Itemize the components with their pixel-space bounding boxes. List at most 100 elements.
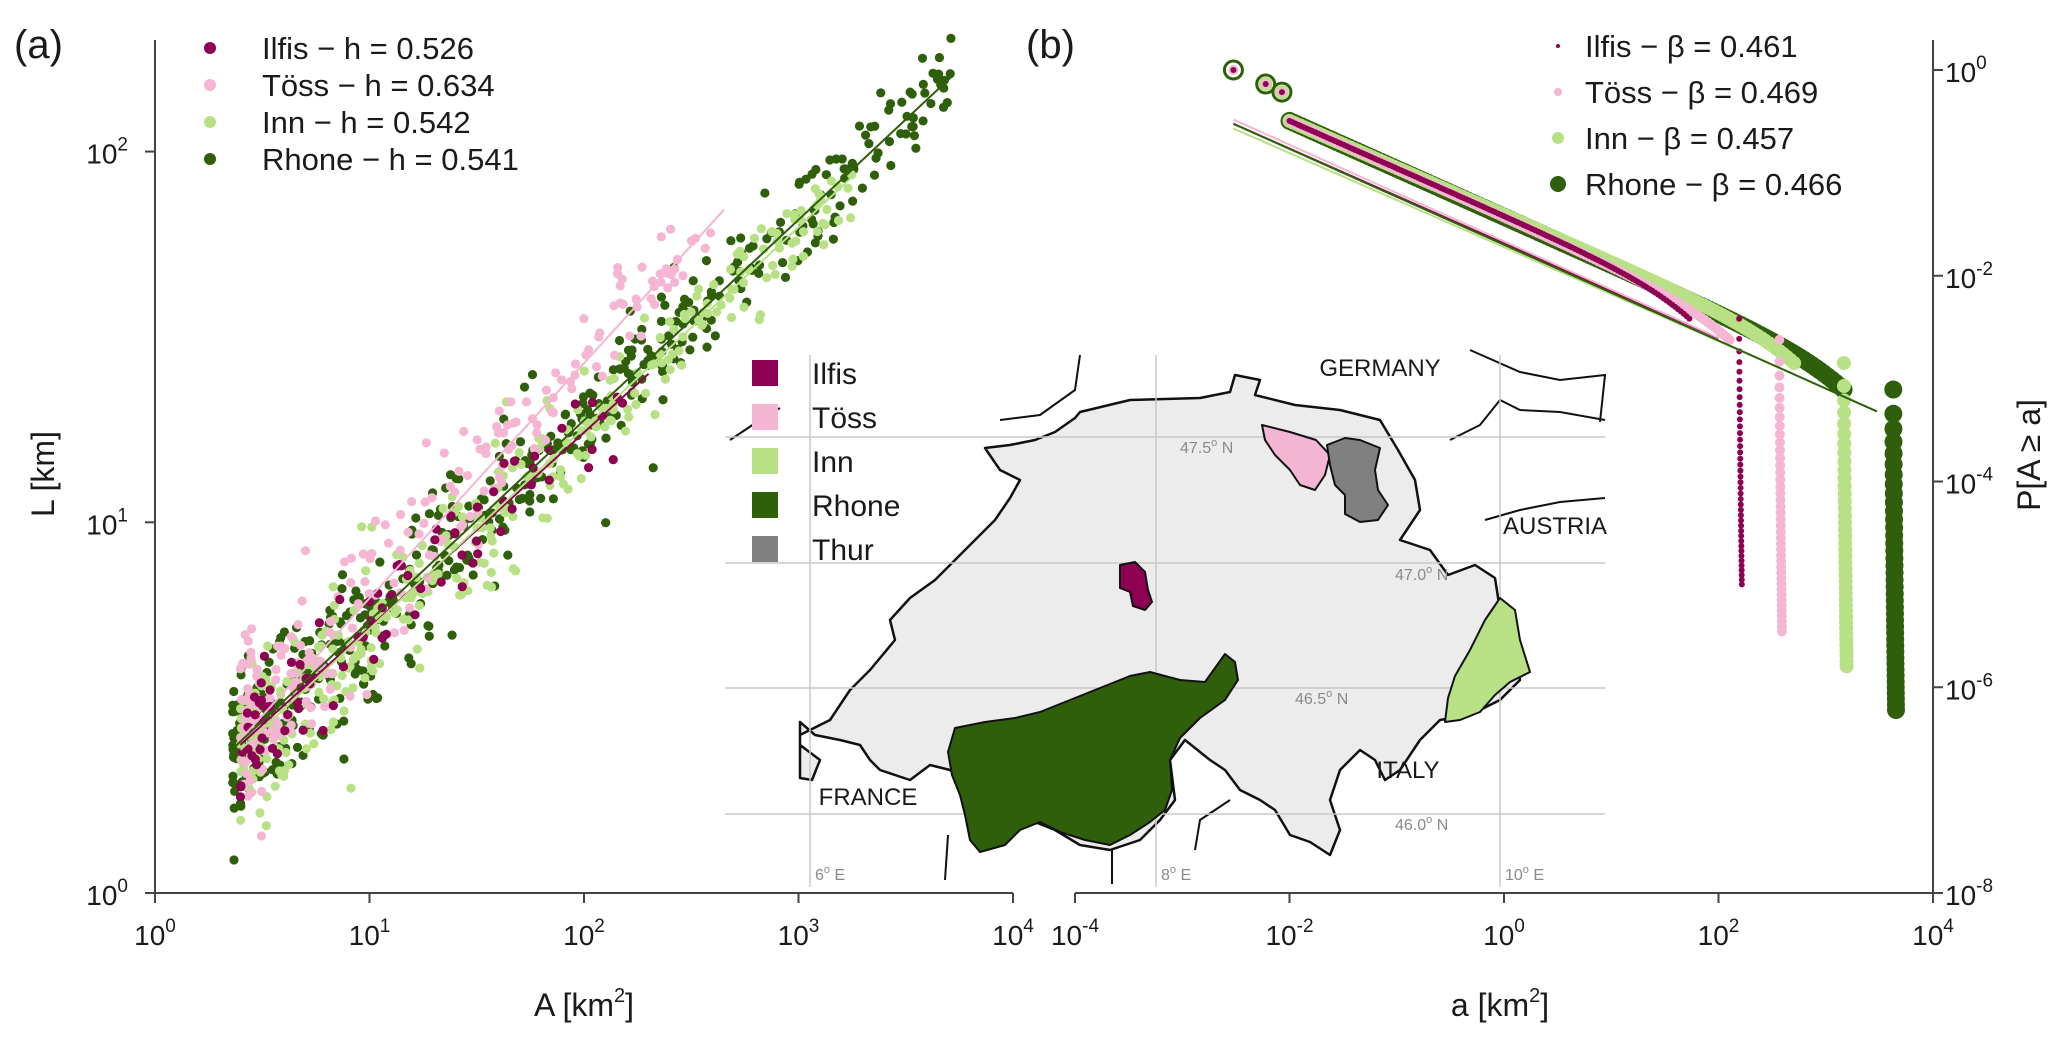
panel-a-point-inn [415,663,425,673]
panel-a-point-inn [326,725,336,735]
panel-a-point-ilfis [450,529,460,539]
panel-a-fit-rhone [231,75,953,750]
panel-a-point-töss [295,640,306,650]
panel-b-point-töss [1774,370,1785,381]
panel-a-point-rhone [849,161,859,172]
panel-a-point-töss [494,406,504,416]
panel-b-point-ilfis [1737,449,1744,456]
panel-b-point-ilfis [1738,532,1745,539]
panel-a-point-inn [328,582,338,592]
panel-a-point-inn [756,224,766,234]
panel-a-point-rhone [588,390,598,400]
panel-b-x-tick-label: 104 [1912,916,1954,951]
panel-a-x-tick-label: 103 [778,916,820,951]
panel-a-point-inn [676,360,687,370]
panel-a-y-tick-label: 102 [86,135,128,170]
panel-a-point-töss [541,385,552,395]
panel-a-point-rhone [424,631,434,641]
panel-a-point-rhone [848,196,858,206]
panel-a-point-rhone [614,335,625,346]
panel-a-point-rhone [897,97,907,107]
panel-b: (b) 10-4 10-2 100 102 104 10-810-610-410-210… [1026,23,2047,1023]
panel-a-point-töss [670,277,680,288]
panel-a-point-rhone [928,68,938,78]
legend-b-marker-töss [1554,88,1562,96]
panel-a-point-töss [422,572,432,582]
panel-a-point-töss [439,448,449,458]
panel-b-point-ilfis [1736,423,1743,430]
panel-a-point-rhone [748,241,758,251]
panel-a-point-ilfis [265,685,275,695]
panel-a-point-inn [328,644,338,654]
panel-a-point-töss [407,497,417,507]
panel-a-point-töss [591,362,602,372]
panel-a-point-ilfis [369,654,379,664]
panel-a-point-rhone [870,121,880,131]
panel-b-point-ilfis [1738,576,1745,583]
panel-a-fit-töss [239,208,725,741]
panel-a-point-inn [667,349,677,360]
panel-a-point-inn [641,388,651,398]
panel-a-point-töss [395,509,406,520]
panel-a-point-ilfis [250,710,260,720]
panel-a-x-tick-label: 104 [992,916,1034,951]
panel-a-point-inn [398,614,409,624]
panel-a-point-rhone [726,236,736,246]
panel-a-point-töss [243,791,253,801]
panel-a-point-rhone [406,659,416,669]
panel-a-point-rhone [279,627,290,637]
panel-a-point-rhone [688,276,698,286]
panel-a-point-inn [486,531,496,541]
panel-a-point-töss [631,294,641,304]
panel-a-point-rhone [945,69,955,79]
basin-thur [1326,437,1389,523]
panel-b-point-töss [1724,334,1735,345]
panel-a-point-töss [346,577,356,588]
panel-b-point-töss [1774,412,1785,423]
panel-a-point-inn [555,465,566,475]
panel-a-point-töss [615,281,625,291]
panel-a-point-inn [639,313,650,323]
panel-b-point-ilfis [1737,501,1744,508]
panel-a-point-rhone [869,170,880,180]
panel-a-point-töss [481,442,491,452]
panel-b-point-ilfis [1736,409,1743,416]
panel-a-point-töss [243,683,253,694]
panel-a-point-rhone [451,562,462,572]
panel-b-point-ilfis [1230,67,1237,73]
panel-a-point-rhone [525,496,535,506]
panel-a-point-rhone [807,214,817,225]
panel-a-point-töss [389,578,399,588]
panel-a-point-inn [433,569,443,579]
panel-a-point-töss [492,422,502,432]
panel-b-point-ilfis [1738,562,1745,569]
panel-a-point-ilfis [242,708,253,718]
panel-a-point-rhone [831,154,841,164]
panel-a-point-töss [454,466,464,476]
panel-a-point-ilfis [236,781,246,791]
panel-a-point-rhone [525,507,535,517]
panel-b-point-inn [1837,426,1852,441]
legend-a-marker-rhone [204,153,216,165]
panel-a-point-inn [333,630,343,640]
panel-b-point-ilfis [1736,368,1743,375]
panel-a-point-rhone [601,433,611,443]
panel-a-point-inn [317,630,327,640]
panel-a-point-töss [618,299,628,309]
map-legend-label-inn: Inn [812,446,854,479]
panel-b-x-ticks: 10-4 10-2 100 102 104 [1051,893,1954,951]
legend-a-label-rhone: Rhone − h = 0.541 [262,142,519,177]
panel-b-fit-lines [1233,118,1878,413]
panel-a-point-inn [755,310,765,320]
panel-b-point-ilfis [1737,443,1744,450]
panel-a-point-inn [787,261,797,271]
panel-a-point-ilfis [272,749,282,759]
map-labels: GERMANY AUSTRIA ITALY FRANCE [819,355,1607,811]
panel-b-y-tick-label: 100 [1945,53,1987,88]
panel-b-point-ilfis [1736,430,1743,437]
panel-a-point-töss [246,647,256,657]
panel-a-x-label: A [km2] [534,985,634,1023]
panel-a-point-rhone [907,89,917,99]
panel-a-point-inn [368,666,378,676]
